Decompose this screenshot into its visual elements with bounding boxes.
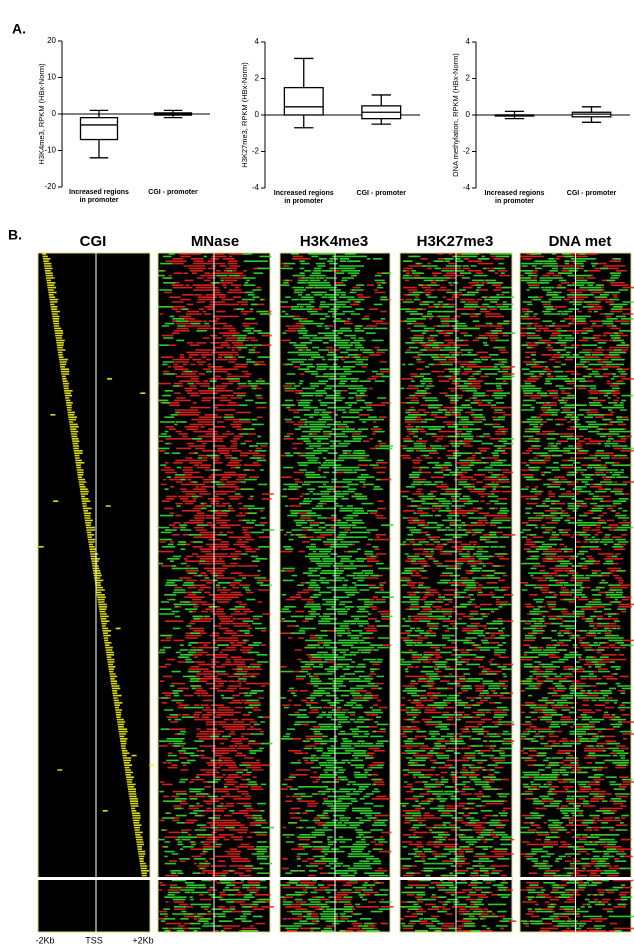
x-axis-label: -2Kb [35, 935, 54, 945]
y-axis-title: H3K27me3, RPKM (HBx-Norm) [240, 62, 249, 168]
y-axis-title: DNA methylation, RPKM (HBx-Norm) [451, 53, 460, 177]
heatmap-title: MNase [191, 233, 239, 250]
panel-label: A. [12, 21, 26, 37]
y-tick-label: -4 [252, 183, 260, 192]
x-tick-label: Increased regions [274, 190, 334, 197]
x-tick-label: in promoter [495, 198, 534, 205]
x-tick-label: CGI - promoter [148, 189, 198, 196]
box [79, 117, 119, 141]
y-axis-title: H3K4me3, RPKM (HBx-Norm) [37, 63, 46, 165]
heatmap-title: DNA met [549, 233, 612, 250]
box [283, 86, 324, 116]
x-tick-label: in promoter [80, 197, 119, 204]
y-tick-label: 4 [466, 37, 471, 46]
heatmap-title: H3K27me3 [417, 233, 494, 250]
y-tick-label: -10 [44, 146, 56, 155]
x-tick-label: in promoter [284, 198, 323, 205]
y-tick-label: 2 [255, 74, 260, 83]
y-tick-label: 20 [47, 36, 56, 45]
y-tick-label: 2 [466, 74, 471, 83]
y-tick-label: 0 [255, 110, 260, 119]
heatmap-title: H3K4me3 [300, 233, 368, 250]
x-tick-label: Increased regions [69, 189, 129, 196]
x-tick-label: CGI - promoter [357, 190, 407, 197]
heatmap-texture [400, 253, 516, 932]
x-tick-label: CGI - promoter [567, 190, 617, 197]
y-tick-label: -20 [44, 182, 56, 191]
heatmap-texture [158, 253, 275, 932]
x-axis-label: TSS [85, 935, 103, 945]
x-axis-label: +2Kb [132, 935, 153, 945]
y-tick-label: -4 [463, 183, 471, 192]
y-tick-label: 4 [255, 37, 260, 46]
y-tick-label: 0 [52, 109, 57, 118]
y-tick-label: 0 [466, 110, 471, 119]
y-tick-label: -2 [463, 147, 471, 156]
x-tick-label: Increased regions [485, 190, 545, 197]
heatmap-texture [280, 253, 394, 932]
heatmap-bg [37, 252, 151, 933]
y-tick-label: -2 [252, 147, 260, 156]
heatmap-texture [38, 253, 155, 877]
y-tick-label: 10 [47, 73, 56, 82]
heatmap-texture [520, 253, 634, 932]
heatmap-title: CGI [80, 233, 107, 250]
panel-label: B. [8, 227, 22, 243]
